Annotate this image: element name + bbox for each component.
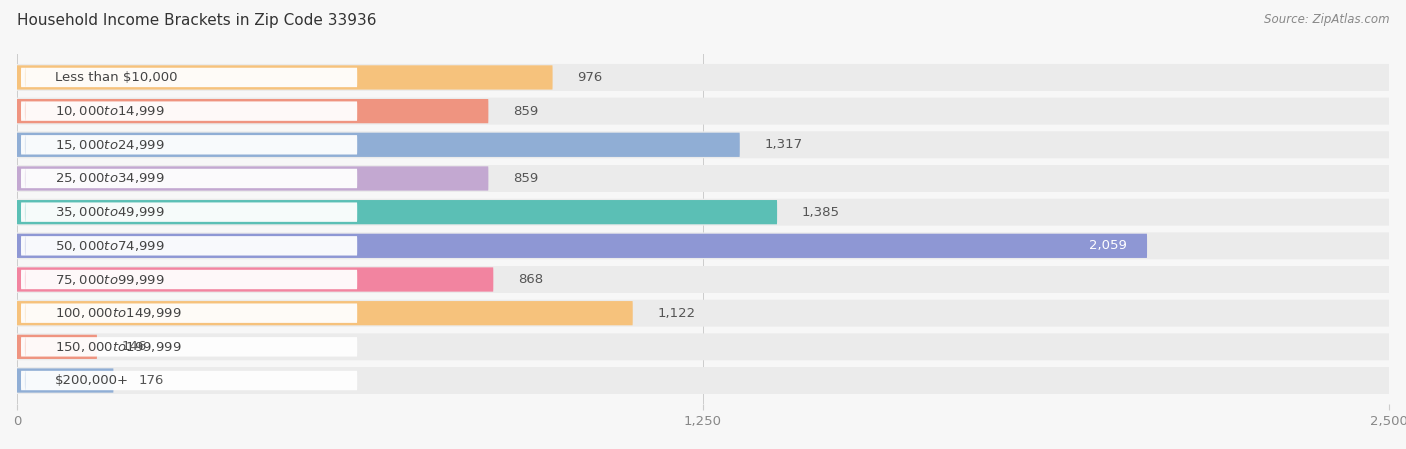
Text: $15,000 to $24,999: $15,000 to $24,999 [55,138,165,152]
Text: $75,000 to $99,999: $75,000 to $99,999 [55,273,165,286]
FancyBboxPatch shape [17,335,97,359]
FancyBboxPatch shape [17,300,1389,327]
FancyBboxPatch shape [17,200,778,224]
FancyBboxPatch shape [17,131,1389,158]
FancyBboxPatch shape [17,367,1389,394]
FancyBboxPatch shape [17,65,553,89]
Text: $200,000+: $200,000+ [55,374,129,387]
Text: 868: 868 [517,273,543,286]
FancyBboxPatch shape [17,64,1389,91]
FancyBboxPatch shape [17,233,1147,258]
Text: 1,317: 1,317 [765,138,803,151]
Text: $50,000 to $74,999: $50,000 to $74,999 [55,239,165,253]
FancyBboxPatch shape [17,99,488,123]
FancyBboxPatch shape [17,133,740,157]
Text: 859: 859 [513,172,538,185]
FancyBboxPatch shape [21,304,357,323]
FancyBboxPatch shape [21,101,357,121]
FancyBboxPatch shape [21,135,357,154]
FancyBboxPatch shape [17,232,1389,259]
FancyBboxPatch shape [21,68,357,87]
FancyBboxPatch shape [21,371,357,390]
Text: 976: 976 [578,71,603,84]
Text: $35,000 to $49,999: $35,000 to $49,999 [55,205,165,219]
Text: 859: 859 [513,105,538,118]
FancyBboxPatch shape [17,198,1389,225]
FancyBboxPatch shape [17,301,633,325]
FancyBboxPatch shape [17,333,1389,360]
Text: 1,385: 1,385 [801,206,839,219]
FancyBboxPatch shape [21,270,357,289]
FancyBboxPatch shape [17,267,494,292]
FancyBboxPatch shape [21,236,357,255]
Text: 1,122: 1,122 [658,307,696,320]
FancyBboxPatch shape [17,165,1389,192]
Text: Less than $10,000: Less than $10,000 [55,71,177,84]
FancyBboxPatch shape [21,169,357,188]
FancyBboxPatch shape [17,97,1389,124]
Text: $25,000 to $34,999: $25,000 to $34,999 [55,172,165,185]
FancyBboxPatch shape [21,337,357,357]
Text: $150,000 to $199,999: $150,000 to $199,999 [55,340,181,354]
Text: $10,000 to $14,999: $10,000 to $14,999 [55,104,165,118]
Text: Source: ZipAtlas.com: Source: ZipAtlas.com [1264,13,1389,26]
FancyBboxPatch shape [17,266,1389,293]
FancyBboxPatch shape [17,368,114,392]
Text: Household Income Brackets in Zip Code 33936: Household Income Brackets in Zip Code 33… [17,13,377,28]
Text: 176: 176 [138,374,163,387]
Text: 146: 146 [122,340,148,353]
Text: $100,000 to $149,999: $100,000 to $149,999 [55,306,181,320]
FancyBboxPatch shape [17,166,488,190]
FancyBboxPatch shape [21,202,357,222]
Text: 2,059: 2,059 [1088,239,1126,252]
